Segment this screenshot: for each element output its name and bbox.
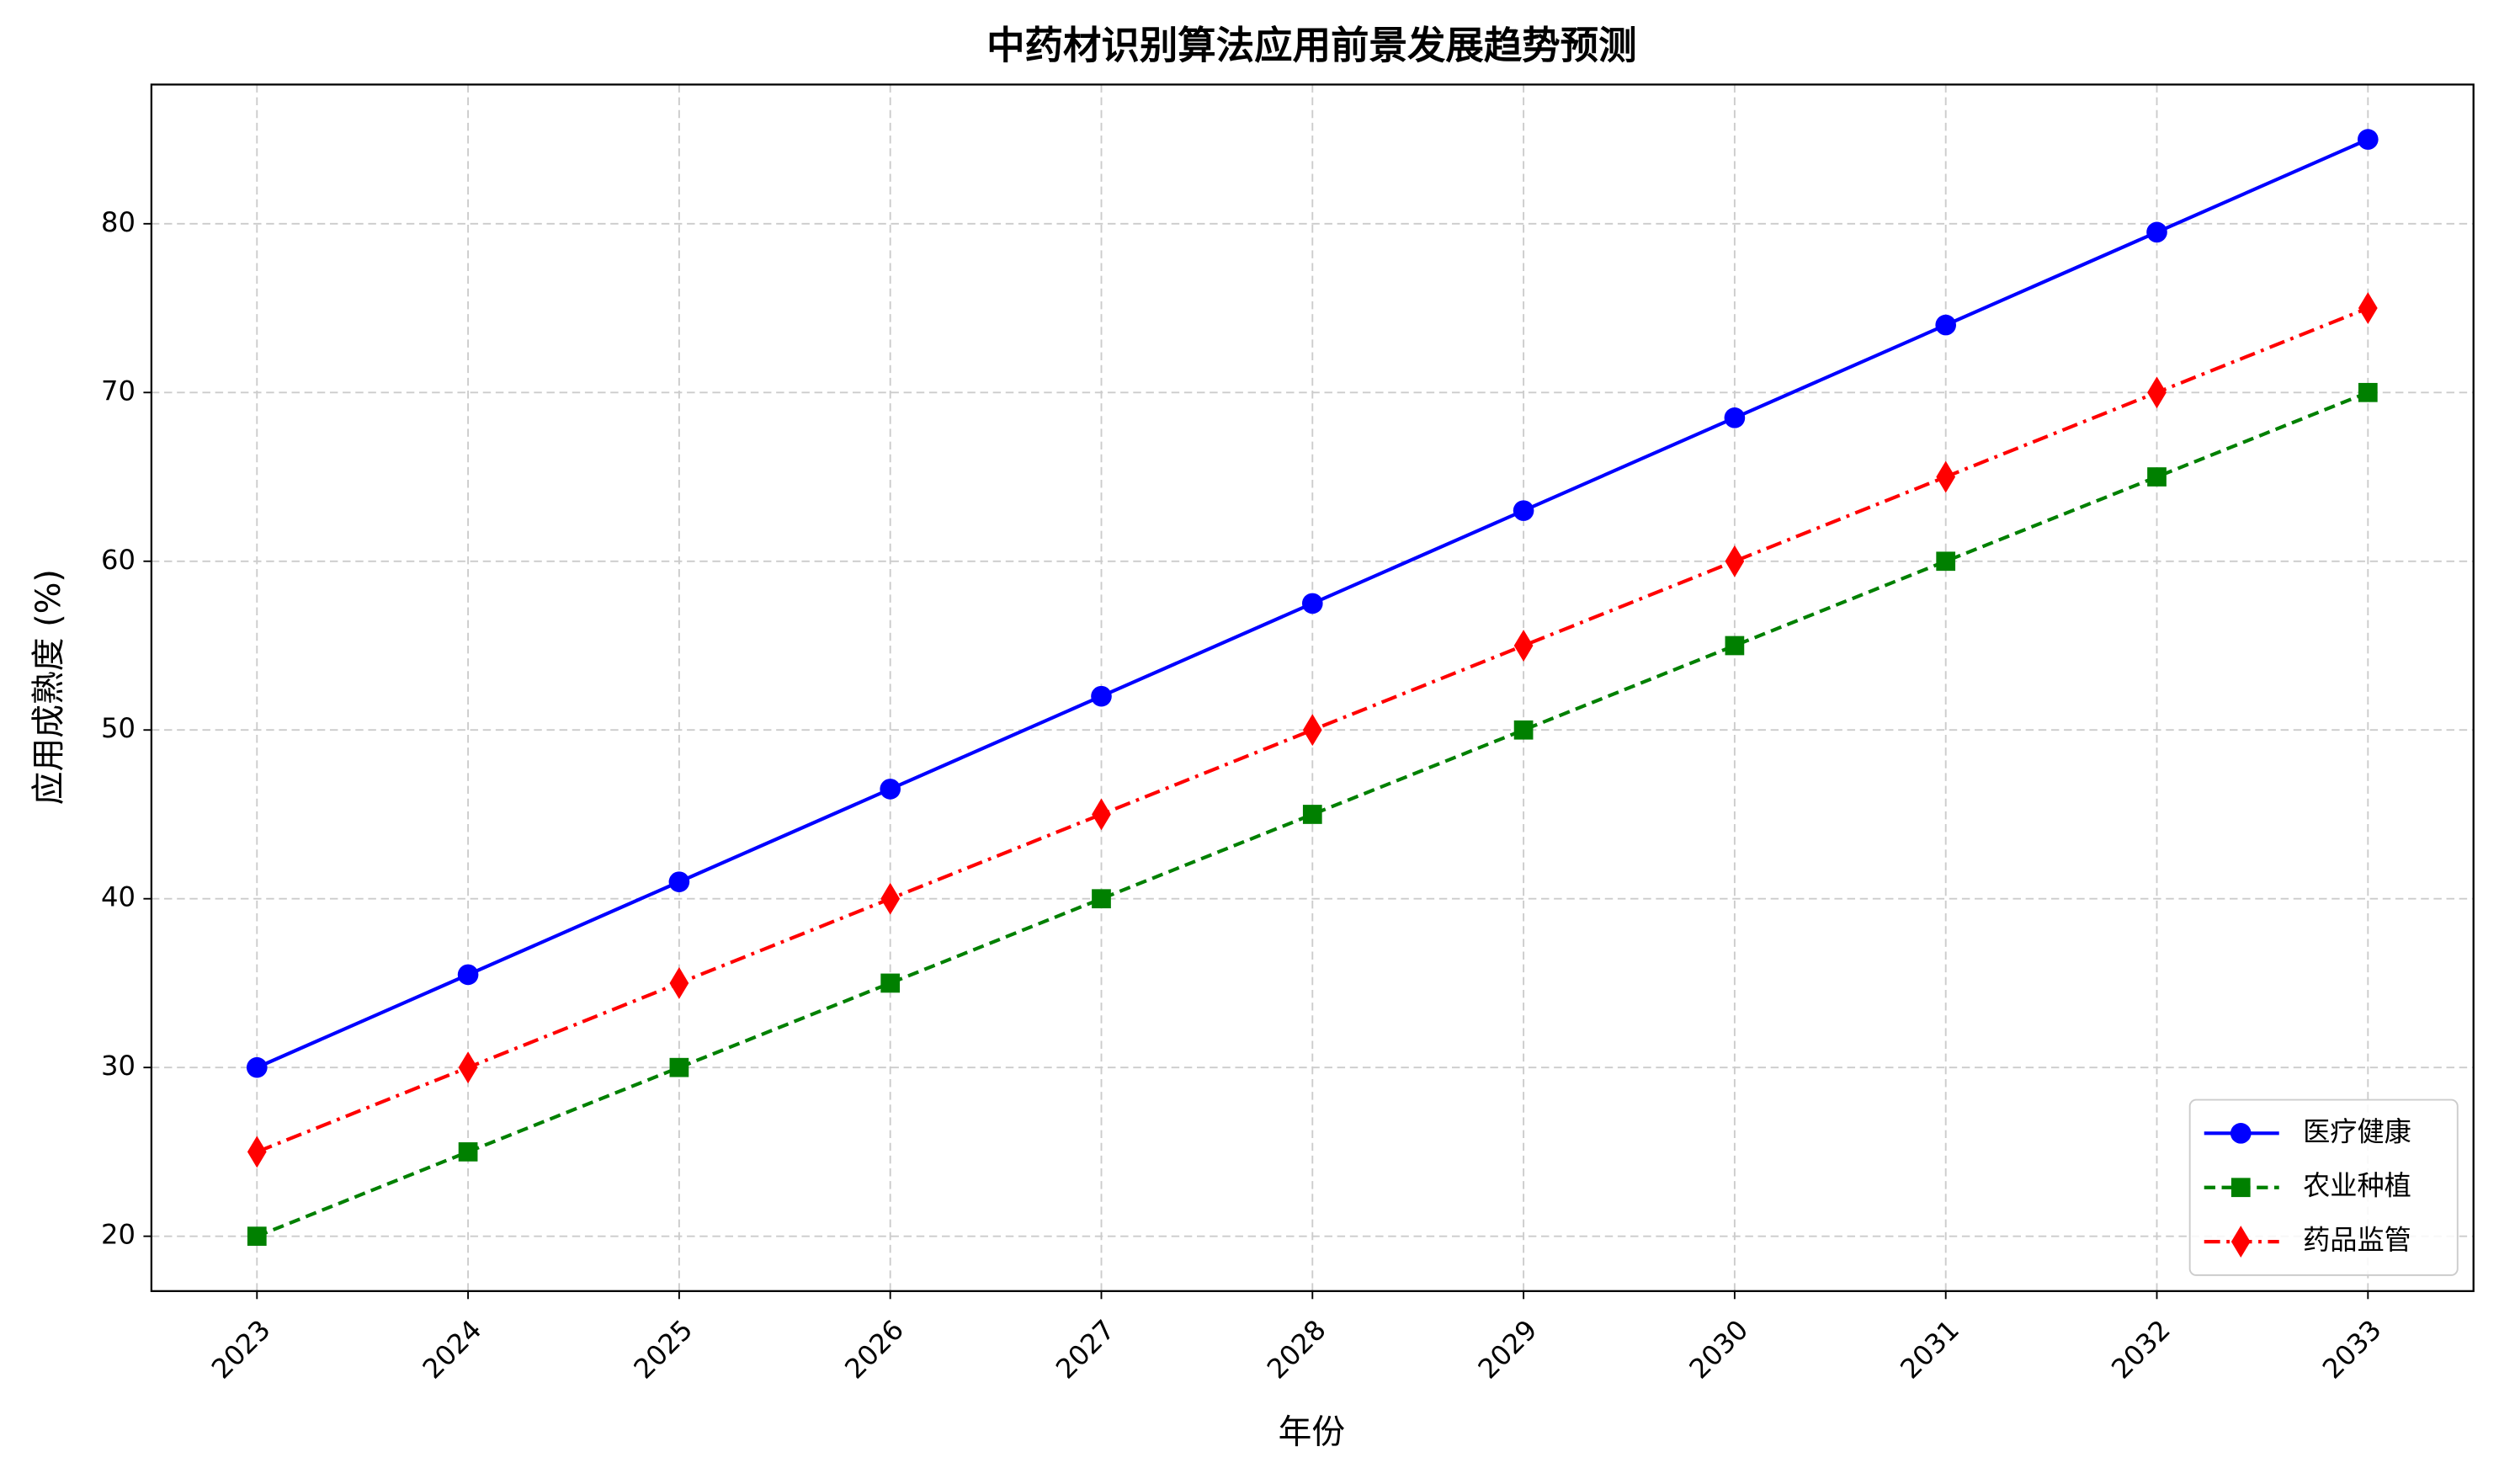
- marker: [1936, 551, 1956, 572]
- marker: [1936, 460, 1956, 493]
- marker: [1724, 407, 1746, 428]
- y-tick-label: 50: [101, 712, 136, 744]
- x-tick-label: 2032: [2105, 1314, 2177, 1386]
- legend-label: 医疗健康: [2303, 1115, 2411, 1147]
- legend-box: [2188, 1098, 2459, 1276]
- x-tick-label: 2023: [205, 1314, 277, 1386]
- marker: [1725, 545, 1745, 577]
- marker: [2147, 467, 2167, 487]
- x-tick-label: 2024: [417, 1314, 488, 1386]
- marker: [1935, 314, 1957, 336]
- marker: [1513, 720, 1534, 740]
- plot-frame: [150, 83, 2475, 1292]
- marker: [247, 1226, 267, 1247]
- y-tick-label: 60: [101, 544, 136, 576]
- marker: [2358, 382, 2378, 402]
- marker: [880, 973, 901, 993]
- marker: [1091, 685, 1112, 707]
- series-line: [256, 391, 2369, 1238]
- marker: [458, 1051, 478, 1084]
- x-axis-label: 年份: [1279, 1413, 1346, 1452]
- marker: [1513, 630, 1534, 662]
- legend-label: 农业种植: [2303, 1170, 2411, 1202]
- chart-title: 中药材识别算法应用前景发展趋势预测: [986, 23, 1636, 67]
- marker: [458, 1142, 478, 1162]
- x-tick-label: 2027: [1050, 1314, 1121, 1386]
- marker: [457, 964, 479, 986]
- marker: [1092, 798, 1111, 831]
- marker: [2357, 129, 2379, 150]
- marker: [1302, 714, 1322, 747]
- y-tick-label: 70: [101, 375, 136, 407]
- y-axis-label: 应用成熟度 (%): [29, 569, 68, 805]
- x-tick-label: 2031: [1894, 1314, 1965, 1386]
- x-tick-label: 2028: [1261, 1314, 1332, 1386]
- marker: [668, 871, 690, 892]
- x-tick-label: 2029: [1472, 1314, 1544, 1386]
- marker: [2147, 376, 2167, 409]
- marker: [669, 1057, 689, 1077]
- marker: [2358, 292, 2378, 324]
- series-line: [256, 306, 2369, 1154]
- marker: [1301, 593, 1323, 614]
- y-tick-label: 80: [101, 206, 136, 238]
- y-tick-label: 40: [101, 881, 136, 913]
- marker: [1092, 889, 1111, 909]
- y-tick-label: 20: [101, 1219, 136, 1251]
- marker: [246, 1056, 268, 1078]
- x-tick-label: 2033: [2316, 1314, 2388, 1386]
- marker: [669, 967, 689, 999]
- marker: [880, 882, 901, 915]
- y-tick-label: 30: [101, 1050, 136, 1082]
- legend-label: 药品监管: [2303, 1224, 2411, 1256]
- x-tick-label: 2030: [1683, 1314, 1755, 1386]
- legend-marker: [2230, 1226, 2251, 1258]
- marker: [2146, 221, 2167, 243]
- marker: [247, 1136, 267, 1168]
- x-tick-label: 2025: [628, 1314, 699, 1386]
- marker: [1513, 500, 1534, 521]
- legend-marker: [2230, 1178, 2251, 1198]
- x-tick-label: 2026: [838, 1314, 910, 1386]
- marker: [1302, 805, 1322, 824]
- marker: [880, 779, 901, 800]
- marker: [1725, 636, 1745, 656]
- legend-marker: [2230, 1123, 2252, 1144]
